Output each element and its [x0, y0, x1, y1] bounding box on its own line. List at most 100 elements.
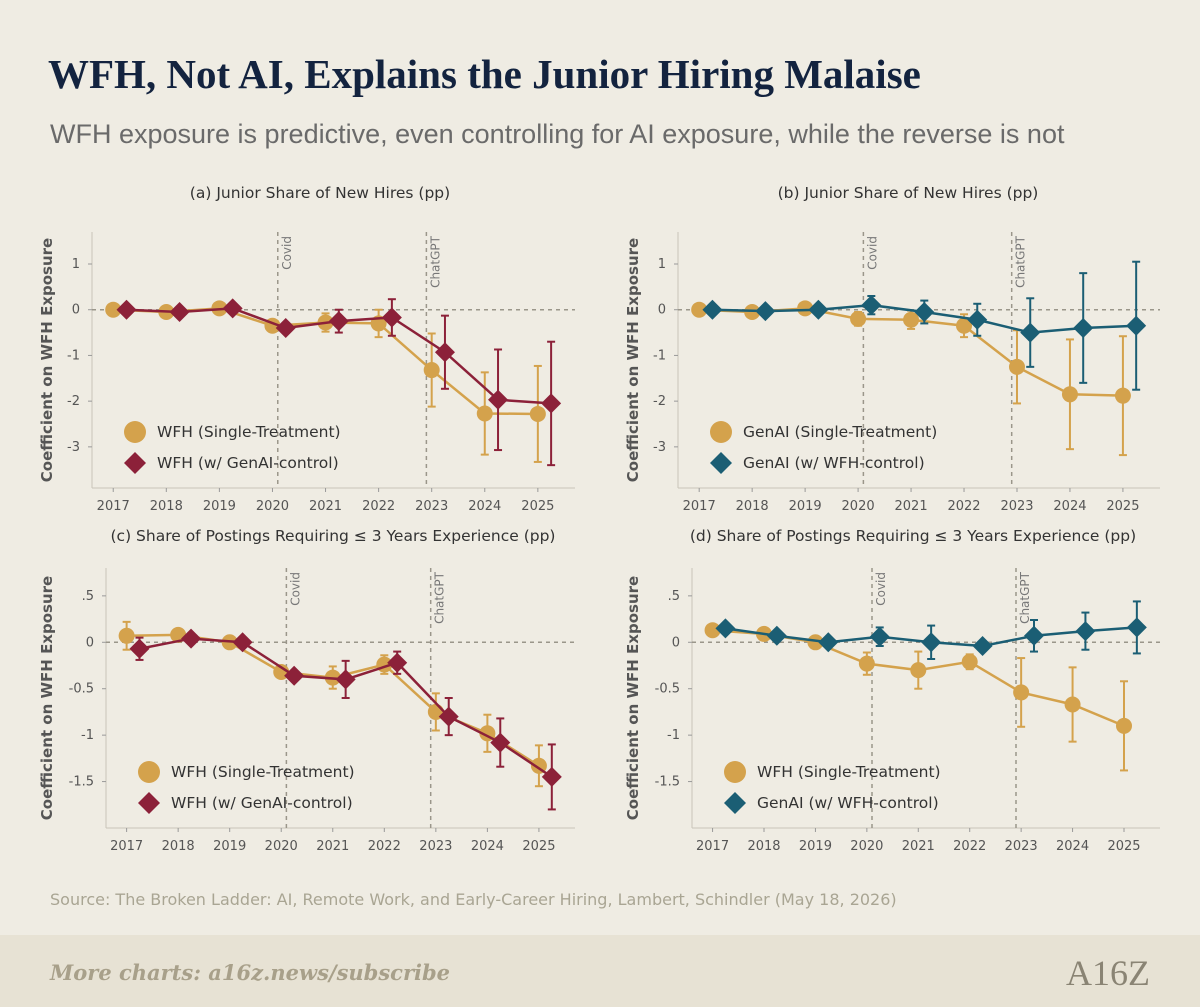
y-tick-label: -3: [653, 440, 666, 455]
y-tick-label: -3: [67, 440, 80, 455]
y-tick-label: 1: [658, 257, 666, 272]
legend-label: GenAI (w/ WFH-control): [757, 794, 939, 812]
y-tick-label: -0.5: [69, 682, 94, 697]
legend-marker: [124, 452, 146, 474]
marker-circle: [961, 653, 978, 670]
x-tick-label: 2025: [1107, 839, 1140, 854]
subtitle: WFH exposure is predictive, even control…: [50, 119, 1065, 149]
charts: (a) Junior Share of New Hires (pp) Coeffi…: [38, 184, 1160, 854]
marker-circle: [118, 627, 135, 644]
marker-diamond: [766, 625, 787, 646]
x-tick-label: 2022: [953, 839, 986, 854]
x-tick-label: 2018: [150, 499, 183, 514]
y-tick-label: 0: [72, 303, 80, 318]
legend-marker: [710, 452, 732, 474]
y-tick-label: .5: [82, 589, 94, 604]
y-tick-label: -1: [667, 728, 680, 743]
marker-circle: [1116, 717, 1132, 734]
marker-diamond: [222, 298, 243, 319]
panel: (a) Junior Share of New Hires (pp) Coeffi…: [38, 184, 575, 514]
y-tick-label: -1.5: [655, 775, 680, 790]
event-label: ChatGPT: [1014, 235, 1028, 288]
marker-circle: [1061, 386, 1078, 403]
event-label: ChatGPT: [428, 235, 442, 288]
marker-diamond: [434, 342, 455, 363]
y-tick-label: .5: [668, 589, 680, 604]
event-label: Covid: [280, 236, 294, 270]
marker-diamond: [284, 665, 305, 686]
marker-circle: [956, 317, 973, 334]
marker-diamond: [967, 309, 988, 330]
marker-diamond: [1126, 315, 1147, 336]
legend-label: WFH (w/ GenAI-control): [157, 454, 339, 472]
legend-label: WFH (Single-Treatment): [157, 423, 341, 441]
title: WFH, Not AI, Explains the Junior Hiring …: [48, 51, 921, 97]
x-tick-label: 2024: [1053, 499, 1086, 514]
footer-band: [0, 935, 1200, 1007]
x-tick-label: 2025: [1106, 499, 1139, 514]
marker-diamond: [232, 632, 253, 653]
marker-diamond: [328, 311, 349, 332]
marker-diamond: [715, 618, 736, 639]
y-tick-label: -1: [653, 348, 666, 363]
x-tick-label: 2021: [309, 499, 342, 514]
marker-diamond: [921, 632, 942, 653]
y-tick-label: 0: [86, 635, 94, 650]
x-tick-label: 2019: [789, 499, 822, 514]
marker-diamond: [275, 318, 296, 338]
marker-diamond: [702, 299, 723, 320]
x-tick-label: 2024: [468, 499, 501, 514]
legend-marker: [138, 792, 160, 814]
x-tick-label: 2025: [522, 839, 555, 854]
legend-label: WFH (w/ GenAI-control): [171, 794, 353, 812]
event-label: Covid: [874, 572, 888, 606]
marker-diamond: [541, 393, 562, 414]
marker-circle: [1008, 358, 1025, 375]
marker-circle: [807, 634, 824, 651]
marker-diamond: [861, 295, 882, 316]
marker-diamond: [818, 632, 839, 653]
marker-diamond: [541, 766, 562, 787]
marker-diamond: [1075, 621, 1096, 642]
marker-diamond: [169, 302, 190, 322]
marker-diamond: [129, 638, 150, 659]
legend-marker: [724, 761, 746, 783]
marker-circle: [850, 310, 867, 327]
panel-title: (c) Share of Postings Requiring ≤ 3 Year…: [111, 527, 556, 545]
x-tick-label: 2020: [265, 839, 298, 854]
marker-diamond: [490, 732, 511, 753]
legend-label: GenAI (Single-Treatment): [743, 423, 937, 441]
marker-circle: [744, 304, 761, 320]
marker-diamond: [914, 302, 935, 322]
y-axis-label: Coefficient on WFH Exposure: [624, 576, 642, 820]
x-tick-label: 2020: [850, 839, 883, 854]
marker-diamond: [381, 307, 402, 328]
x-tick-label: 2017: [110, 839, 143, 854]
y-tick-label: -1: [67, 348, 80, 363]
marker-circle: [1114, 387, 1131, 404]
x-tick-label: 2023: [1005, 839, 1038, 854]
x-tick-label: 2020: [256, 499, 289, 514]
x-tick-label: 2023: [415, 499, 448, 514]
footer-link[interactable]: More charts: a16z.news/subscribe: [49, 960, 450, 985]
x-tick-label: 2017: [683, 499, 716, 514]
x-tick-label: 2021: [316, 839, 349, 854]
marker-diamond: [1126, 617, 1147, 638]
panel-title: (a) Junior Share of New Hires (pp): [190, 184, 450, 202]
marker-circle: [910, 662, 927, 679]
marker-circle: [476, 405, 493, 422]
panel-title: (d) Share of Postings Requiring ≤ 3 Year…: [690, 527, 1136, 545]
panel: (d) Share of Postings Requiring ≤ 3 Year…: [624, 527, 1160, 854]
y-tick-label: 0: [672, 635, 680, 650]
marker-circle: [797, 300, 814, 317]
x-tick-label: 2022: [947, 499, 980, 514]
marker-diamond: [335, 669, 356, 690]
panel: (b) Junior Share of New Hires (pp) Coeffi…: [624, 184, 1160, 514]
marker-diamond: [181, 628, 202, 649]
marker-diamond: [1020, 322, 1041, 343]
legend-label: WFH (Single-Treatment): [171, 763, 355, 781]
marker-circle: [529, 405, 546, 422]
event-label: Covid: [288, 572, 302, 606]
